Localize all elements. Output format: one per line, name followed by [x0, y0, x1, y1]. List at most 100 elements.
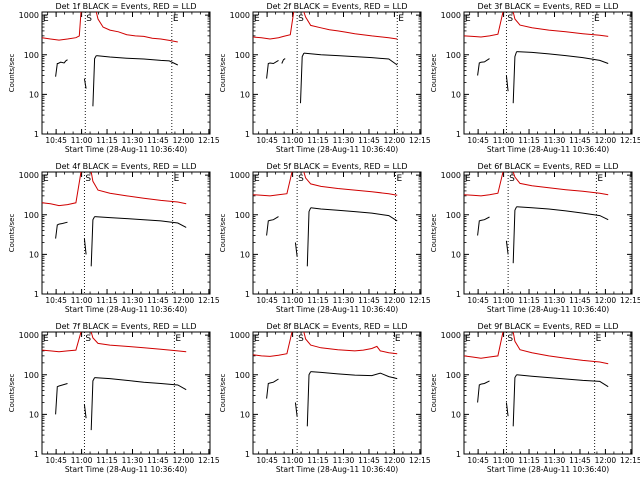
series-line-events — [55, 221, 68, 239]
marker-label: E — [43, 14, 49, 24]
x-axis-label: Start Time (28-Aug-11 10:36:40) — [65, 145, 187, 154]
y-axis-label: Counts/sec — [219, 374, 227, 413]
y-tick-label: 10 — [451, 410, 461, 419]
y-tick-label: 1 — [456, 130, 461, 139]
series-line-events — [516, 206, 609, 221]
x-tick-label: 12:15 — [620, 136, 640, 145]
x-tick-label: 11:15 — [96, 456, 118, 465]
series-line-events — [306, 371, 312, 427]
chart-panel-9: Det 9f BLACK = Events, RED = LLD 1 10 100 10… — [430, 322, 640, 474]
plot-frame — [463, 11, 633, 135]
x-tick-label: 10:45 — [467, 296, 489, 305]
marker-label: E — [465, 174, 471, 184]
x-tick-label: 11:45 — [569, 296, 591, 305]
x-axis-label: Start Time (28-Aug-11 10:36:40) — [487, 145, 609, 154]
y-tick-label: 10 — [29, 250, 39, 259]
plot-frame — [252, 331, 422, 455]
x-tick-label: 11:30 — [122, 136, 144, 145]
series-line-events — [281, 58, 286, 64]
series-line-events — [294, 242, 298, 257]
y-axis-label: Counts/sec — [430, 214, 438, 253]
y-tick-label: 1000 — [441, 11, 461, 20]
y-tick-label: 10 — [29, 410, 39, 419]
x-tick-label: 11:45 — [569, 136, 591, 145]
y-tick-label: 100 — [24, 51, 39, 60]
marker-label: S — [85, 174, 91, 184]
marker-label: E — [175, 334, 181, 344]
plot-frame — [463, 331, 633, 455]
y-tick-label: 1 — [34, 130, 39, 139]
marker-label: S — [85, 334, 91, 344]
x-tick-label: 10:45 — [45, 296, 67, 305]
y-tick-label: 100 — [24, 211, 39, 220]
series-line-lld — [90, 331, 187, 353]
y-axis-label: Counts/sec — [8, 214, 16, 253]
plot-frame — [252, 171, 422, 295]
y-axis-label: Counts/sec — [8, 54, 16, 93]
y-tick-label: 1 — [245, 450, 250, 459]
marker-label: S — [507, 334, 513, 344]
series-line-events — [477, 58, 490, 76]
marker-label: E — [254, 14, 260, 24]
series-line-events — [516, 51, 609, 64]
y-tick-label: 100 — [446, 211, 461, 220]
series-line-events — [83, 238, 87, 255]
x-tick-label: 10:45 — [467, 136, 489, 145]
y-axis-label: Counts/sec — [430, 374, 438, 413]
series-line-events — [55, 59, 68, 77]
y-tick-label: 1000 — [19, 171, 39, 180]
series-line-events — [83, 78, 87, 89]
x-tick-label: 11:00 — [493, 296, 515, 305]
marker-label: S — [298, 334, 304, 344]
series-line-events — [512, 206, 518, 264]
chart-title: Det 2f BLACK = Events, RED = LLD — [266, 2, 407, 11]
series-line-lld — [512, 11, 609, 37]
x-tick-label: 11:45 — [147, 456, 169, 465]
x-tick-label: 12:00 — [173, 136, 195, 145]
y-axis-label: Counts/sec — [219, 214, 227, 253]
series-line-lld — [252, 171, 293, 197]
x-tick-label: 12:15 — [620, 456, 640, 465]
y-tick-label: 10 — [451, 250, 461, 259]
x-tick-label: 11:15 — [96, 296, 118, 305]
series-line-events — [516, 374, 609, 388]
x-tick-label: 11:30 — [333, 296, 355, 305]
chart-title: Det 5f BLACK = Events, RED = LLD — [266, 162, 407, 171]
series-line-lld — [41, 171, 82, 207]
y-tick-label: 1000 — [230, 11, 250, 20]
series-line-lld — [512, 171, 609, 196]
x-tick-label: 11:30 — [544, 136, 566, 145]
x-tick-label: 12:00 — [384, 296, 406, 305]
series-line-events — [477, 380, 490, 403]
y-tick-label: 100 — [235, 371, 250, 380]
x-tick-label: 11:15 — [518, 296, 540, 305]
x-tick-label: 12:15 — [198, 456, 220, 465]
x-tick-label: 11:15 — [307, 296, 329, 305]
y-tick-label: 10 — [29, 90, 39, 99]
x-axis-label: Start Time (28-Aug-11 10:36:40) — [276, 305, 398, 314]
series-line-events — [96, 55, 179, 66]
y-axis-label: Counts/sec — [219, 54, 227, 93]
series-line-events — [505, 402, 509, 417]
x-tick-label: 12:15 — [198, 296, 220, 305]
plot-frame — [41, 331, 211, 455]
series-line-events — [505, 240, 509, 255]
y-tick-label: 1000 — [230, 331, 250, 340]
y-tick-label: 10 — [240, 250, 250, 259]
series-line-lld — [95, 11, 178, 43]
x-tick-label: 11:30 — [544, 456, 566, 465]
x-tick-label: 11:00 — [282, 456, 304, 465]
chart-panel-7: Det 7f BLACK = Events, RED = LLD 1 10 100 10… — [8, 322, 220, 474]
y-tick-label: 1000 — [19, 11, 39, 20]
chart-panel-3: Det 3f BLACK = Events, RED = LLD 1 10 100 10… — [430, 2, 640, 154]
series-line-events — [306, 207, 312, 267]
marker-label: E — [254, 174, 260, 184]
x-tick-label: 12:00 — [384, 136, 406, 145]
x-tick-label: 11:00 — [71, 296, 93, 305]
chart-title: Det 8f BLACK = Events, RED = LLD — [266, 322, 407, 331]
series-line-lld — [463, 11, 504, 38]
chart-title: Det 3f BLACK = Events, RED = LLD — [477, 2, 618, 11]
x-tick-label: 10:45 — [256, 136, 278, 145]
x-tick-label: 11:30 — [333, 136, 355, 145]
series-line-events — [94, 377, 187, 391]
